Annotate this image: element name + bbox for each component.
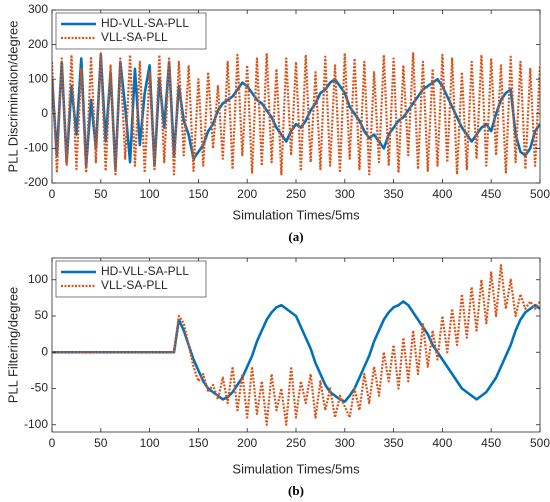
caption: (b)	[288, 483, 304, 498]
legend-label: HD-VLL-SA-PLL	[101, 16, 189, 30]
y-tick-label: 300	[28, 2, 48, 16]
series-line	[52, 52, 540, 176]
x-axis-label: Simulation Times/5ms	[232, 461, 360, 476]
x-tick-label: 250	[286, 187, 306, 201]
x-tick-label: 100	[140, 436, 160, 450]
y-tick-label: -200	[24, 175, 48, 189]
y-tick-label: -100	[24, 417, 48, 431]
x-tick-label: 500	[530, 436, 550, 450]
y-tick-label: -50	[31, 381, 49, 395]
x-tick-label: 450	[481, 436, 501, 450]
y-tick-label: 50	[35, 308, 49, 322]
x-tick-label: 350	[384, 436, 404, 450]
x-tick-label: 50	[94, 187, 108, 201]
legend-label: VLL-SA-PLL	[101, 30, 168, 44]
x-tick-label: 300	[335, 436, 355, 450]
x-tick-label: 0	[49, 187, 56, 201]
x-tick-label: 400	[432, 436, 452, 450]
x-tick-label: 500	[530, 187, 550, 201]
x-tick-label: 250	[286, 436, 306, 450]
y-tick-label: 100	[28, 71, 48, 85]
legend-label: VLL-SA-PLL	[101, 278, 168, 292]
x-tick-label: 100	[140, 187, 160, 201]
x-tick-label: 0	[49, 436, 56, 450]
legend-box	[55, 260, 207, 298]
x-tick-label: 450	[481, 187, 501, 201]
x-tick-label: 150	[188, 187, 208, 201]
legend-box	[55, 12, 207, 50]
y-tick-label: 100	[28, 272, 48, 286]
y-tick-label: -100	[24, 141, 48, 155]
series-line	[52, 264, 540, 426]
x-tick-label: 300	[335, 187, 355, 201]
x-tick-label: 200	[237, 436, 257, 450]
y-axis-label: PLL Filtering/degree	[5, 287, 20, 404]
y-tick-label: 0	[41, 106, 48, 120]
x-tick-label: 350	[384, 187, 404, 201]
x-tick-label: 50	[94, 436, 108, 450]
y-tick-label: 200	[28, 37, 48, 51]
series-line	[52, 53, 540, 171]
x-tick-label: 150	[188, 436, 208, 450]
caption: (a)	[288, 229, 303, 244]
x-tick-label: 200	[237, 187, 257, 201]
legend-label: HD-VLL-SA-PLL	[101, 264, 189, 278]
y-tick-label: 0	[41, 344, 48, 358]
y-axis-label: PLL Discrimination/degree	[5, 21, 20, 173]
x-tick-label: 400	[432, 187, 452, 201]
x-axis-label: Simulation Times/5ms	[232, 207, 360, 222]
